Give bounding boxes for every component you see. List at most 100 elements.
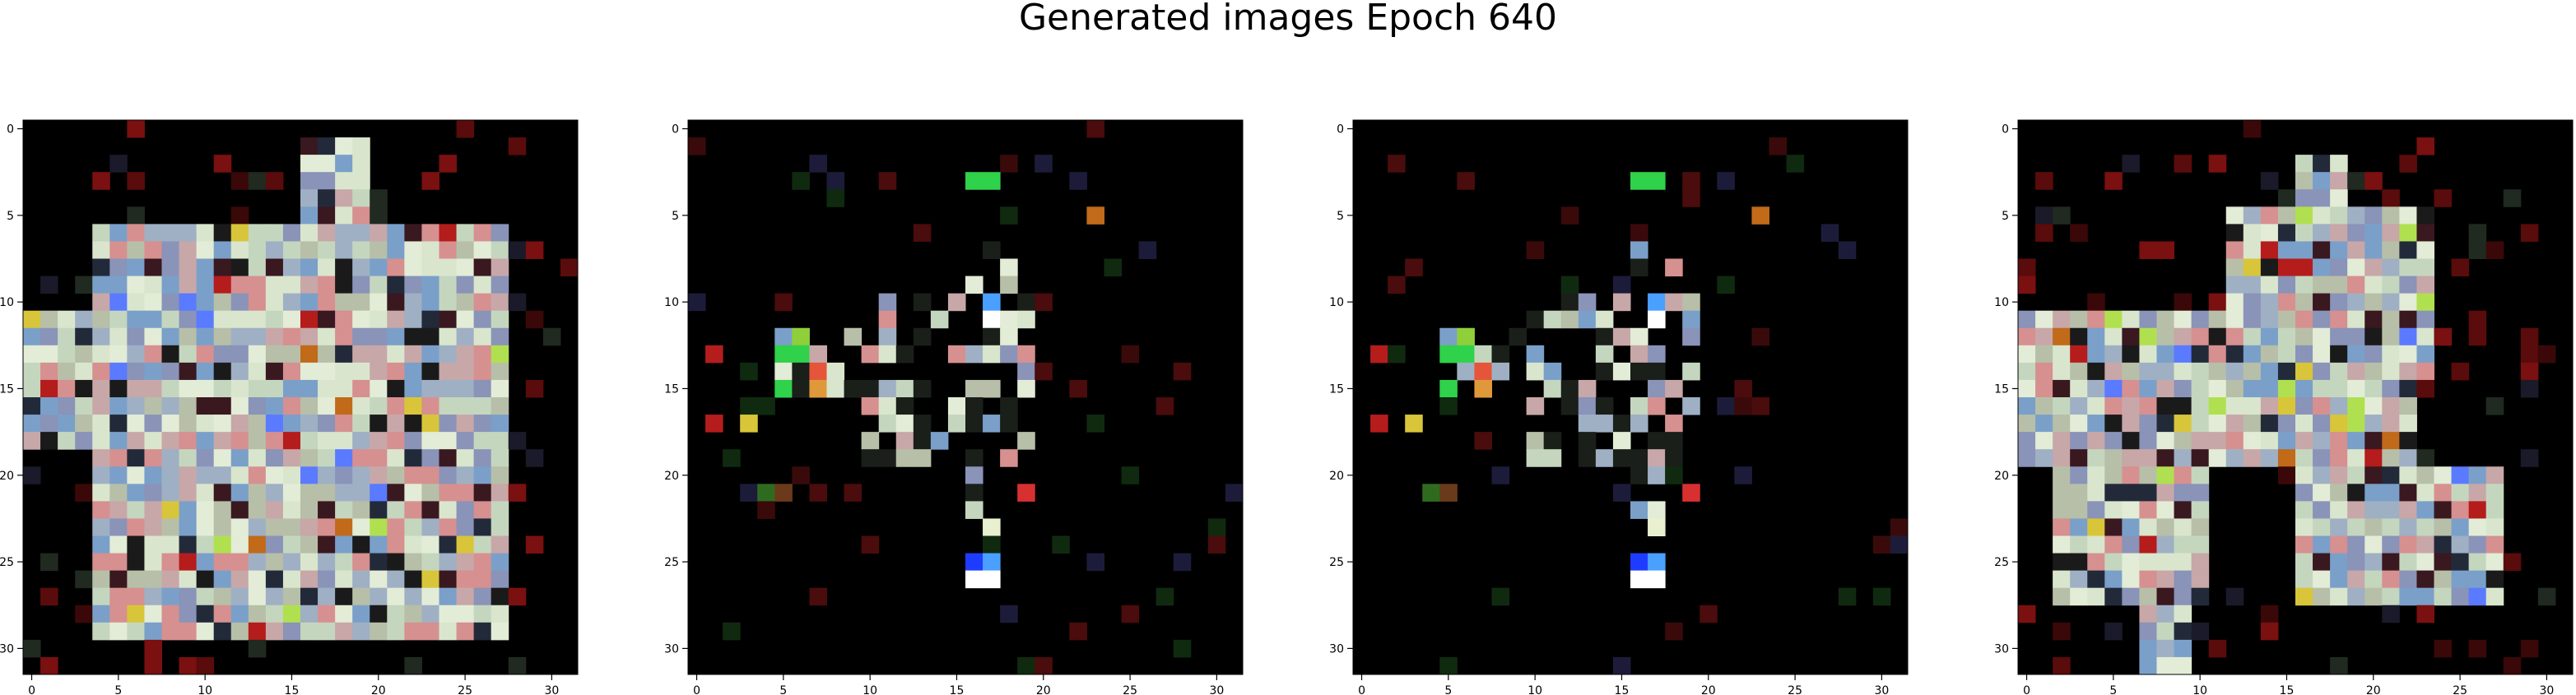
pixel-cell <box>92 449 110 467</box>
pixel-cell <box>456 310 475 329</box>
pixel-cell <box>387 276 405 294</box>
pixel-cell <box>2364 466 2383 484</box>
pixel-cell <box>1560 206 1579 225</box>
pixel-cell <box>370 553 388 572</box>
pixel-cell <box>213 570 232 589</box>
pixel-cell <box>2139 587 2157 606</box>
pixel-cell <box>2330 241 2348 259</box>
pixel-cell <box>439 258 458 277</box>
pixel-cell <box>421 258 439 277</box>
pixel-cell <box>2347 397 2365 415</box>
pixel-cell <box>213 605 232 623</box>
pixel-cell <box>127 379 145 398</box>
pixel-cell <box>1388 276 1406 294</box>
pixel-cell <box>318 605 336 623</box>
pixel-cell <box>1717 397 1735 415</box>
pixel-cell <box>473 449 492 467</box>
pixel-cell <box>2139 656 2157 675</box>
y-tick-label: 5 <box>2002 210 2009 223</box>
pixel-cell <box>2434 535 2453 554</box>
pixel-cell <box>1612 327 1631 346</box>
pixel-cell <box>491 449 509 467</box>
pixel-cell <box>300 553 319 572</box>
pixel-cell <box>844 484 863 502</box>
pixel-cell <box>1612 415 1631 433</box>
pixel-cell <box>2208 415 2227 433</box>
pixel-cell <box>2330 189 2348 207</box>
pixel-cell <box>127 258 145 277</box>
pixel-cell <box>387 484 405 502</box>
pixel-cell <box>2295 172 2313 190</box>
pixel-cell <box>40 587 58 606</box>
pixel-cell <box>2225 397 2244 415</box>
pixel-cell <box>2347 241 2365 259</box>
pixel-cell <box>473 605 492 623</box>
pixel-cell <box>2243 258 2262 277</box>
pixel-cell <box>1017 293 1035 312</box>
pixel-cell <box>300 432 319 450</box>
pixel-cell <box>2087 310 2105 329</box>
pixel-cell <box>2399 258 2417 277</box>
pixel-cell <box>2277 466 2296 484</box>
pixel-cell <box>2225 432 2244 450</box>
pixel-cell <box>2070 345 2088 364</box>
pixel-cell <box>248 224 267 242</box>
x-tick-label: 30 <box>544 684 559 695</box>
pixel-cell <box>1035 362 1053 381</box>
pixel-cell <box>161 570 180 589</box>
pixel-cell <box>318 466 336 484</box>
pixel-cell <box>456 345 475 364</box>
pixel-cell <box>2139 241 2157 259</box>
pixel-cell <box>2313 345 2331 364</box>
pixel-cell <box>2122 484 2140 502</box>
pixel-cell <box>473 327 492 346</box>
pixel-cell <box>705 345 723 364</box>
pixel-cell <box>2139 415 2157 433</box>
pixel-cell <box>265 449 284 467</box>
pixel-cell <box>2104 553 2123 572</box>
pixel-cell <box>1491 345 1510 364</box>
pixel-cell <box>2330 553 2348 572</box>
pixel-cell <box>248 241 267 259</box>
pixel-cell <box>318 535 336 554</box>
pixel-cell <box>473 293 492 312</box>
pixel-cell <box>127 449 145 467</box>
pixel-cell <box>161 484 180 502</box>
pixel-cell <box>2260 224 2279 242</box>
pixel-cell <box>2277 345 2296 364</box>
pixel-cell <box>2104 622 2123 641</box>
pixel-cell <box>1648 293 1666 312</box>
pixel-cell <box>370 310 388 329</box>
pixel-cell <box>2260 241 2279 259</box>
pixel-cell <box>2174 622 2192 641</box>
pixel-cell <box>421 172 439 190</box>
pixel-cell <box>1086 120 1104 138</box>
pixel-cell <box>335 189 353 207</box>
pixel-cell <box>92 622 110 641</box>
pixel-cell <box>127 415 145 433</box>
pixel-cell <box>2330 276 2348 294</box>
pixel-cell <box>213 622 232 641</box>
pixel-cell <box>213 293 232 312</box>
pixel-cell <box>404 224 422 242</box>
pixel-cell <box>248 172 267 190</box>
pixel-cell <box>2243 362 2262 381</box>
pixel-cell <box>2277 206 2296 225</box>
pixel-cell <box>473 362 492 381</box>
pixel-cell <box>1474 379 1492 398</box>
pixel-cell <box>1734 397 1752 415</box>
pixel-cell <box>265 535 284 554</box>
pixel-cell <box>2399 345 2417 364</box>
pixel-cell <box>2330 345 2348 364</box>
pixel-cell <box>248 587 267 606</box>
pixel-cell <box>92 276 110 294</box>
pixel-cell <box>75 415 93 433</box>
pixel-cell <box>144 639 162 658</box>
pixel-cell <box>439 379 458 398</box>
pixel-cell <box>352 397 370 415</box>
pixel-cell <box>2364 258 2383 277</box>
pixel-cell <box>2087 327 2105 346</box>
pixel-cell <box>1104 258 1123 277</box>
pixel-cell <box>282 432 301 450</box>
pixel-cell <box>2295 432 2313 450</box>
